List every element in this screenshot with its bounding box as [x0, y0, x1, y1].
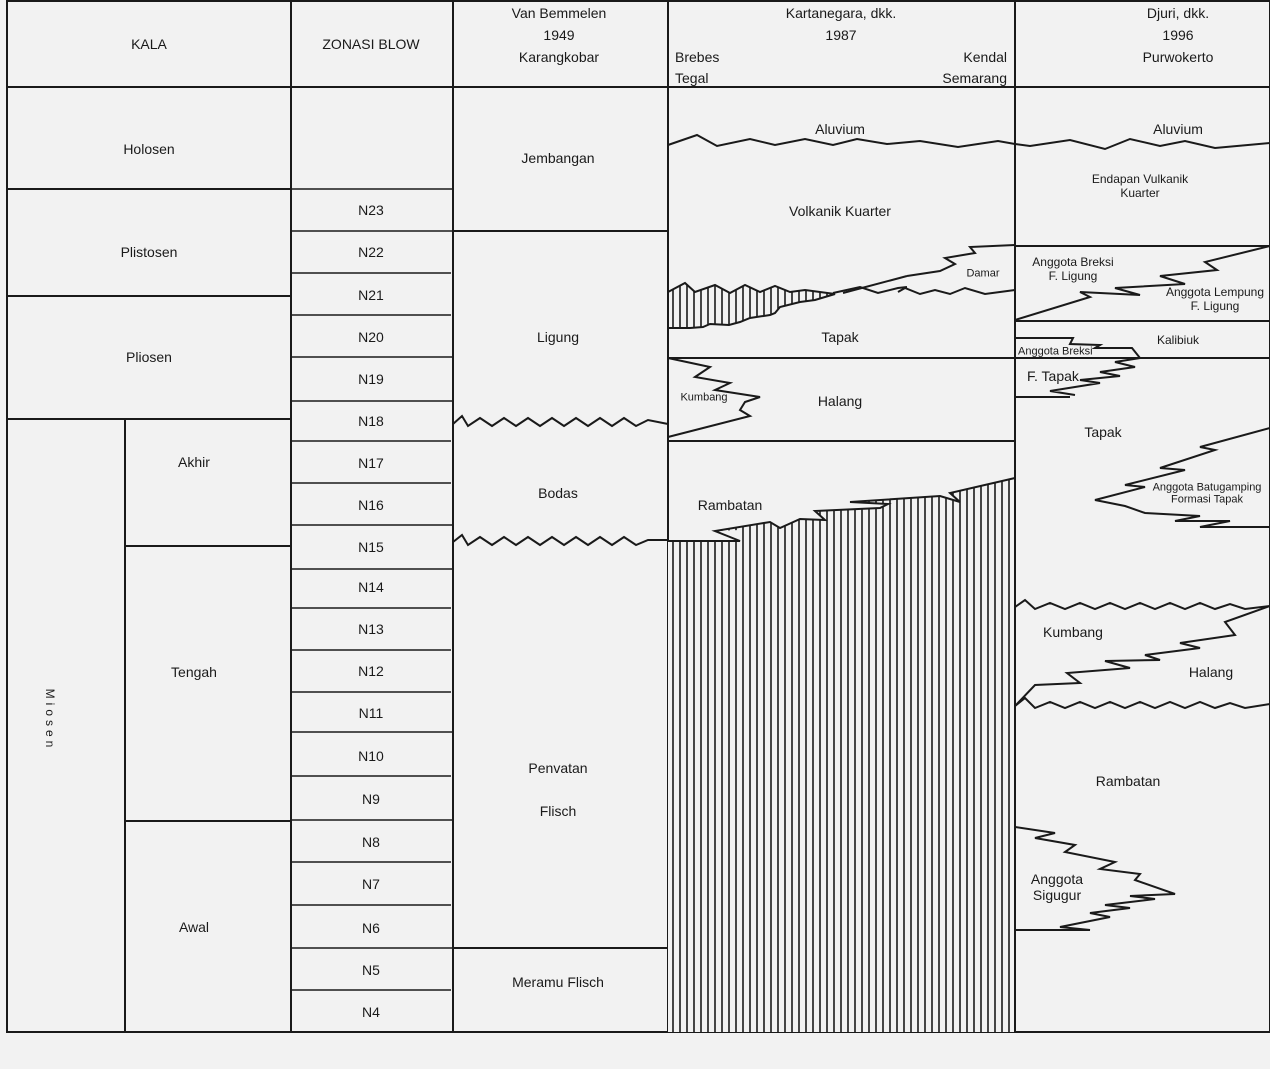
djuri-author: Djuri, dkk.: [1146, 5, 1210, 21]
dj-lempung-line2: F. Ligung: [1190, 299, 1240, 314]
zone-n4: N4: [362, 1003, 380, 1020]
van-bemmelen-author: Van Bemmelen: [511, 5, 607, 21]
dj-aluvium: Aluvium: [1153, 120, 1203, 137]
kt-halang: Halang: [817, 392, 863, 409]
dj-lempung-line1: Anggota Lempung: [1165, 285, 1265, 300]
kt-volkanik-kuarter: Volkanik Kuarter: [789, 202, 891, 219]
header-kala: KALA: [131, 35, 167, 52]
kala-pliosen: Pliosen: [126, 348, 172, 365]
dj-kalibiuk: Kalibiuk: [1156, 333, 1200, 348]
header-van-bemmelen: Van Bemmelen 1949 Karangkobar: [512, 2, 607, 68]
van-bemmelen-area: Karangkobar: [518, 49, 600, 65]
dj-breksi-ligung-line1: Anggota Breksi: [1032, 255, 1114, 270]
zone-n20: N20: [358, 328, 384, 345]
vb-flisch: Flisch: [539, 802, 577, 819]
vb-penyatan: Penvatan: [528, 759, 588, 776]
zone-n9: N9: [362, 790, 380, 807]
zone-n18: N18: [358, 412, 384, 429]
zone-n7: N7: [362, 875, 380, 892]
kartanegara-semarang: Semarang: [942, 69, 1007, 86]
header-djuri: Djuri, dkk. 1996 Purwokerto: [1143, 2, 1214, 68]
dj-endapan-line1: Endapan Vulkanik: [1091, 172, 1189, 187]
vb-meramu-flisch: Meramu Flisch: [512, 973, 604, 990]
zone-n23: N23: [358, 201, 384, 218]
dj-rambatan: Rambatan: [1095, 772, 1161, 789]
zone-n12: N12: [358, 662, 384, 679]
dj-sigugur-line2: Sigugur: [1032, 886, 1082, 903]
dj-breksi-tapak-line2: F. Tapak: [1027, 367, 1079, 384]
zone-n11: N11: [358, 704, 384, 721]
zone-n15: N15: [358, 538, 384, 555]
van-bemmelen-year: 1949: [543, 27, 575, 43]
dj-halang: Halang: [1188, 663, 1234, 680]
kartanegara-author: Kartanegara, dkk.: [785, 5, 897, 21]
zone-n10: N10: [358, 747, 384, 764]
djuri-area: Purwokerto: [1142, 49, 1214, 65]
kala-plistosen: Plistosen: [120, 243, 178, 260]
kartanegara-kendal: Kendal: [963, 48, 1007, 65]
kala-miosen: Miosen: [43, 688, 57, 752]
dj-batugamping-line2: Formasi Tapak: [1171, 493, 1243, 506]
zone-n22: N22: [358, 243, 384, 260]
kt-kumbang: Kumbang: [680, 391, 728, 404]
zone-n13: N13: [358, 620, 384, 637]
vb-ligung: Ligung: [536, 328, 580, 345]
zone-n17: N17: [358, 454, 384, 471]
dj-kumbang: Kumbang: [1043, 623, 1103, 640]
dj-batugamping-line1: Anggota Batugamping: [1152, 481, 1262, 494]
zone-n21: N21: [358, 286, 384, 303]
kt-rambatan: Rambatan: [697, 496, 763, 513]
kt-aluvium: Aluvium: [815, 120, 865, 137]
kala-awal: Awal: [178, 918, 210, 935]
kala-akhir: Akhir: [178, 453, 210, 470]
kartanegara-year: 1987: [825, 27, 857, 43]
dj-breksi-tapak-line1: Anggota Breksi: [1018, 345, 1093, 358]
kartanegara-brebes: Brebes: [675, 48, 720, 65]
dj-endapan-line2: Kuarter: [1120, 186, 1160, 201]
zone-n6: N6: [362, 919, 380, 936]
kt-damar: Damar: [966, 267, 1000, 280]
zone-n8: N8: [362, 833, 380, 850]
header-kartanegara: Kartanegara, dkk. 1987: [786, 2, 897, 46]
header-zonasi-blow: ZONASI BLOW: [322, 35, 420, 52]
zone-n16: N16: [358, 496, 384, 513]
kala-tengah: Tengah: [171, 663, 217, 680]
vb-jembangan: Jembangan: [521, 149, 595, 166]
dj-tapak: Tapak: [1084, 423, 1122, 440]
djuri-year: 1996: [1162, 27, 1194, 43]
zone-n19: N19: [358, 370, 384, 387]
kala-holosen: Holosen: [123, 140, 175, 157]
kartanegara-tegal: Tegal: [675, 69, 709, 86]
dj-breksi-ligung-line2: F. Ligung: [1048, 269, 1098, 284]
dj-sigugur-line1: Anggota: [1030, 870, 1084, 887]
vb-bodas: Bodas: [538, 484, 578, 501]
zone-n5: N5: [362, 961, 380, 978]
zone-n14: N14: [358, 578, 384, 595]
kt-tapak: Tapak: [821, 328, 859, 345]
chart-frame: [6, 0, 1270, 1033]
